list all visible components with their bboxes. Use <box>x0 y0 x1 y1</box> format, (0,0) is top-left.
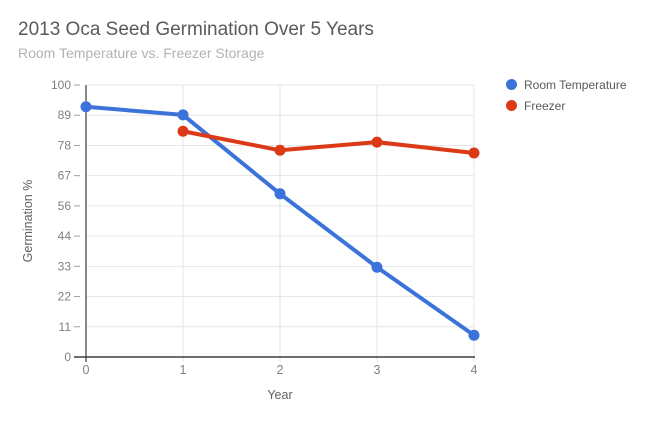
data-point-room-temperature <box>177 109 189 121</box>
legend: Room Temperature Freezer <box>506 74 627 116</box>
y-tick-label: 11 <box>59 320 72 334</box>
legend-marker-freezer-icon <box>506 100 517 111</box>
legend-label-freezer: Freezer <box>524 98 566 113</box>
y-tick-label: 56 <box>58 199 72 213</box>
y-tick-label: 78 <box>58 138 72 152</box>
x-tick-label: 2 <box>277 363 284 377</box>
data-point-room-temperature <box>371 261 383 273</box>
chart-title: 2013 Oca Seed Germination Over 5 Years <box>18 19 374 40</box>
legend-item-room-temperature: Room Temperature <box>506 74 627 95</box>
y-tick-label: 67 <box>58 169 72 183</box>
y-tick-label: 33 <box>58 259 72 273</box>
series-line-freezer <box>181 129 476 155</box>
y-tick-label: 44 <box>58 229 72 243</box>
data-point-room-temperature <box>274 188 286 200</box>
x-tick-label: 0 <box>83 363 90 377</box>
y-tick-label: 22 <box>58 290 72 304</box>
y-tick-label: 0 <box>64 350 71 364</box>
data-point-freezer <box>177 125 189 137</box>
legend-label-room-temperature: Room Temperature <box>524 77 627 92</box>
data-point-freezer <box>468 147 480 159</box>
x-axis-title: Year <box>267 388 292 402</box>
y-axis-title: Germination % <box>21 180 35 263</box>
data-point-freezer <box>371 136 383 148</box>
data-point-freezer <box>274 144 286 156</box>
data-point-room-temperature <box>80 101 92 113</box>
chart-subtitle: Room Temperature vs. Freezer Storage <box>18 45 265 61</box>
x-tick-label: 4 <box>471 363 478 377</box>
data-point-room-temperature <box>468 329 480 341</box>
y-tick-label: 89 <box>58 108 72 122</box>
y-tick-label: 100 <box>51 78 71 92</box>
legend-marker-room-temperature-icon <box>506 79 517 90</box>
legend-item-freezer: Freezer <box>506 95 627 116</box>
x-tick-label: 1 <box>180 363 187 377</box>
x-tick-label: 3 <box>374 363 381 377</box>
